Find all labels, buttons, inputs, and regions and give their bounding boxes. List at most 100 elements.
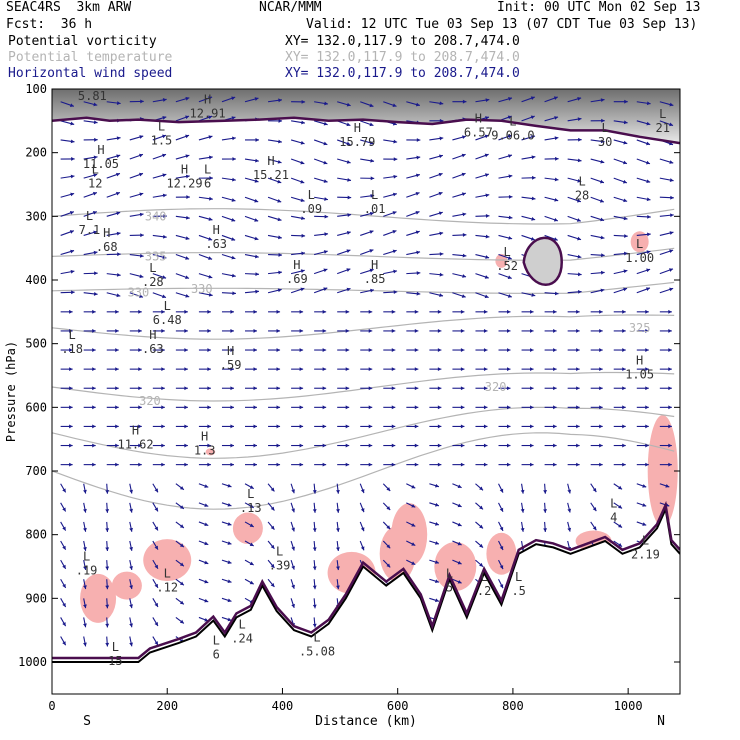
pv-extremum-value: .59 xyxy=(220,358,242,372)
wind-arrow xyxy=(83,579,87,590)
pv-extremum-value: .28 xyxy=(142,275,164,289)
wind-arrow xyxy=(360,367,373,372)
wind-arrow xyxy=(590,177,605,184)
wind-arrow xyxy=(83,405,96,410)
wind-arrow xyxy=(267,158,282,164)
wind-arrow xyxy=(613,234,628,238)
y-tick-label: 1000 xyxy=(18,655,47,669)
pv-extremum: L.5.08 xyxy=(299,630,335,658)
wind-arrow xyxy=(636,120,651,126)
wind-arrow xyxy=(543,502,548,513)
wind-arrow xyxy=(129,443,142,448)
wind-arrow xyxy=(175,483,185,491)
wind-arrow xyxy=(337,367,350,372)
pv-extremum-type: L xyxy=(480,570,487,584)
wind-arrow xyxy=(129,386,142,391)
wind-arrow xyxy=(244,158,259,163)
wind-arrow xyxy=(406,540,416,546)
wind-arrow xyxy=(452,212,467,217)
wind-arrow xyxy=(475,502,484,510)
wind-arrow xyxy=(567,117,582,122)
wind-arrow xyxy=(613,386,626,391)
field-xy-wind: XY= 132.0,117.9 to 208.7,474.0 xyxy=(285,66,520,81)
wind-arrow xyxy=(175,540,185,548)
wind-arrow xyxy=(152,329,165,333)
wind-arrow xyxy=(175,616,185,624)
terrain-fill xyxy=(52,509,680,694)
wind-arrow xyxy=(613,158,628,165)
wind-arrow xyxy=(175,134,190,141)
wind-arrow xyxy=(452,502,462,508)
wind-arrow xyxy=(659,120,674,127)
wind-arrow xyxy=(267,559,275,569)
wind-arrow xyxy=(129,292,144,298)
wind-arrow xyxy=(313,120,328,126)
wind-arrow xyxy=(452,462,465,467)
wind-arrow xyxy=(636,250,651,256)
wind-arrow xyxy=(60,598,67,608)
wind-arrow xyxy=(312,483,317,494)
wind-arrow xyxy=(498,367,511,372)
wind-arrow xyxy=(659,424,672,429)
wind-arrow xyxy=(452,253,467,258)
wind-arrow xyxy=(312,560,317,571)
wind-arrow xyxy=(221,234,236,241)
field-label-theta: Potential temperature xyxy=(8,50,173,65)
wind-arrow xyxy=(337,287,351,294)
wind-arrow xyxy=(198,424,211,429)
wind-arrow xyxy=(406,367,419,372)
wind-arrow xyxy=(198,367,211,372)
wind-arrow xyxy=(498,424,511,429)
wind-arrow xyxy=(314,309,327,314)
wind-arrow xyxy=(268,348,281,352)
wind-arrow xyxy=(290,177,305,184)
wind-arrow xyxy=(268,443,281,448)
wind-arrow xyxy=(129,309,142,314)
wind-arrow xyxy=(452,348,465,352)
wind-arrow xyxy=(590,196,605,203)
wind-arrow xyxy=(613,177,628,184)
wind-arrow xyxy=(198,273,213,279)
wind-arrow xyxy=(383,249,397,256)
pv-extremum-type: L xyxy=(239,618,246,632)
pv-extremum-type: L xyxy=(642,533,649,547)
pv-extremum-type: H xyxy=(149,328,156,342)
pv-extremum-value: 4 xyxy=(610,511,617,525)
field-label-wind: Horizontal wind speed xyxy=(8,66,173,81)
wind-arrow xyxy=(520,483,525,494)
wind-arrow xyxy=(567,424,580,429)
wind-arrow xyxy=(129,598,133,609)
plot-frame xyxy=(51,88,681,695)
pv-extremum: L6 xyxy=(204,162,211,190)
wind-arrow xyxy=(152,214,167,219)
wind-arrow xyxy=(198,96,213,103)
wind-arrow xyxy=(152,424,165,429)
pv-extremum: L.24 xyxy=(231,618,253,646)
wind-arrow xyxy=(268,119,283,123)
wind-arrow xyxy=(105,636,110,647)
wind-arrow xyxy=(452,367,465,372)
wind-arrow xyxy=(152,134,167,141)
wind-arrow xyxy=(452,172,466,179)
wind-arrow xyxy=(544,443,557,448)
wind-arrow xyxy=(498,386,511,391)
wind-arrow xyxy=(406,291,421,296)
pv-extremum: H12.91 xyxy=(189,92,225,120)
wind-arrow xyxy=(268,309,281,314)
wind-arrow xyxy=(198,405,211,410)
wind-arrow xyxy=(175,597,185,605)
wind-arrow xyxy=(636,443,649,448)
wind-arrow xyxy=(383,309,396,314)
wind-arrow xyxy=(106,329,119,333)
wind-arrow xyxy=(290,540,295,551)
pv-extremum-type: L xyxy=(446,567,453,581)
wind-arrow xyxy=(60,101,75,107)
wind-arrow xyxy=(498,329,511,333)
wind-arrow xyxy=(590,139,605,144)
wind-arrow xyxy=(567,158,582,163)
wind-arrow xyxy=(475,234,490,239)
wind-arrow xyxy=(521,367,534,372)
theta-contour-line xyxy=(52,432,675,510)
pv-extremum: L.39 xyxy=(269,544,291,572)
pv-extremum-type: L xyxy=(149,261,156,275)
